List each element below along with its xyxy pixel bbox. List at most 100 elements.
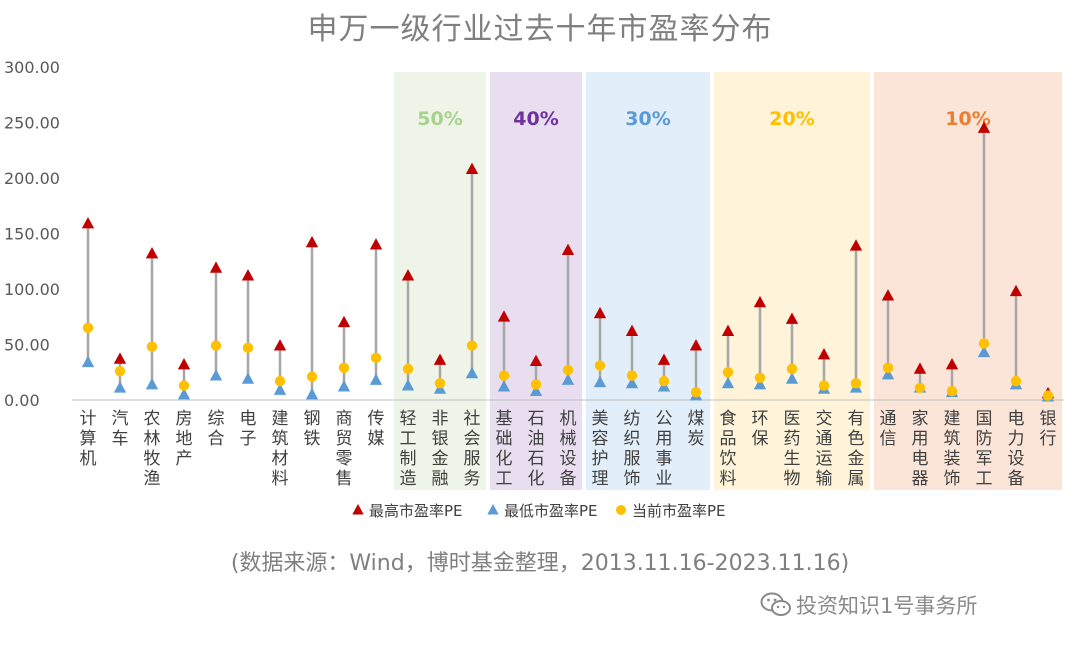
min-pe-marker — [177, 387, 191, 400]
x-category-label: 交通运输 — [816, 409, 833, 489]
band-label-1: 50% — [417, 108, 462, 130]
current-pe-marker — [882, 362, 894, 374]
max-pe-marker — [657, 353, 671, 365]
current-pe-marker — [114, 365, 126, 377]
x-category-label: 钢铁 — [304, 409, 321, 449]
min-pe-marker — [273, 383, 287, 395]
wechat-icon — [760, 592, 791, 616]
x-category-label: 银行 — [1040, 409, 1057, 449]
max-pe-marker — [977, 121, 991, 133]
max-pe-marker — [593, 306, 607, 319]
current-pe-marker — [946, 385, 958, 397]
pe-distribution-chart: 50% 40% 30% 20% 10% 0.00 50.00 100.00 150.00 200.… — [4, 58, 1064, 520]
x-category-label: 纺织服饰 — [624, 409, 641, 489]
x-category-label: 农林牧渔 — [144, 409, 161, 489]
current-pe-marker — [306, 371, 318, 382]
max-pe-marker — [81, 217, 95, 229]
current-pe-marker — [722, 367, 734, 378]
max-pe-marker — [401, 269, 415, 281]
max-pe-marker — [209, 261, 223, 273]
x-category-label: 电力设备 — [1008, 409, 1025, 489]
max-pe-marker — [785, 312, 799, 324]
min-pe-marker — [209, 369, 223, 381]
band-2 — [490, 72, 582, 490]
x-category-label: 家用电器 — [912, 409, 929, 489]
x-category-label: 综合 — [208, 409, 225, 449]
x-category-label: 电子 — [240, 409, 257, 449]
legend-label-3: 当前市盈率PE — [632, 502, 726, 520]
band-label-3: 30% — [625, 108, 670, 130]
band-5 — [874, 72, 1062, 490]
current-pe-marker — [786, 363, 798, 375]
x-category-label: 有色金属 — [848, 409, 865, 489]
current-pe-marker — [594, 360, 606, 371]
min-pe-marker — [81, 355, 95, 368]
x-category-label: 通信 — [880, 409, 897, 449]
data-source-note: (数据来源：Wind，博时基金整理，2013.11.16-2023.11.16) — [230, 551, 850, 576]
current-pe-marker — [274, 375, 286, 387]
x-category-label: 轻工制造 — [400, 409, 417, 489]
x-category-label: 环保 — [752, 409, 769, 449]
min-pe-marker — [721, 376, 735, 389]
watermark: 投资知识1号事务所 — [760, 588, 1060, 624]
max-pe-marker — [817, 347, 831, 360]
y-tick-label: 50.00 — [4, 336, 50, 355]
x-category-label: 美容护理 — [592, 409, 609, 489]
min-pe-marker — [369, 373, 383, 385]
min-pe-marker — [753, 377, 767, 390]
current-pe-marker — [530, 379, 542, 390]
legend-marker-1 — [352, 504, 364, 515]
max-pe-marker — [113, 352, 127, 364]
band-label-2: 40% — [513, 108, 558, 130]
max-pe-marker — [465, 162, 479, 174]
current-pe-marker — [402, 363, 414, 375]
max-pe-marker — [625, 324, 639, 337]
y-tick-label: 250.00 — [4, 114, 60, 133]
max-pe-marker — [913, 362, 927, 374]
current-pe-marker — [850, 378, 862, 389]
min-pe-marker — [881, 367, 895, 380]
x-category-label: 国防军工 — [976, 409, 993, 489]
current-pe-marker — [978, 338, 990, 349]
min-pe-marker — [625, 376, 639, 389]
max-pe-marker — [433, 353, 447, 365]
current-pe-marker — [178, 380, 190, 391]
x-category-label: 基础化工 — [496, 409, 513, 489]
y-tick-label: 0.00 — [4, 391, 40, 410]
x-category-label: 传媒 — [368, 409, 385, 449]
current-pe-marker — [434, 378, 446, 389]
min-pe-marker — [401, 379, 415, 391]
min-pe-marker — [593, 375, 607, 388]
max-pe-marker — [689, 339, 703, 351]
x-category-label: 食品饮料 — [720, 409, 737, 489]
y-tick-label: 150.00 — [4, 225, 60, 244]
x-category-label: 建筑材料 — [272, 409, 289, 489]
current-pe-marker — [658, 375, 670, 387]
legend-label-1: 最高市盈率PE — [369, 502, 463, 520]
x-category-label: 汽车 — [112, 409, 129, 449]
current-pe-marker — [146, 341, 158, 352]
y-tick-label: 100.00 — [4, 280, 60, 299]
current-pe-marker — [210, 340, 222, 351]
current-pe-marker — [754, 372, 766, 383]
current-pe-marker — [818, 380, 830, 391]
y-tick-label: 300.00 — [4, 58, 60, 77]
current-pe-marker — [370, 352, 382, 364]
max-pe-marker — [177, 357, 191, 370]
legend-label-2: 最低市盈率PE — [504, 502, 598, 520]
min-pe-marker — [337, 380, 351, 392]
current-pe-marker — [1042, 390, 1054, 401]
min-pe-marker — [241, 372, 255, 384]
legend-marker-2 — [487, 504, 499, 515]
max-pe-marker — [721, 324, 735, 337]
min-pe-marker — [465, 366, 479, 379]
max-pe-marker — [497, 310, 511, 322]
x-category-label: 公用事业 — [656, 409, 673, 489]
current-pe-marker — [242, 342, 254, 354]
max-pe-marker — [945, 357, 959, 370]
band-1 — [394, 72, 486, 490]
min-pe-marker — [785, 372, 799, 384]
max-pe-marker — [145, 246, 159, 259]
legend-marker-3 — [616, 505, 626, 515]
max-pe-marker — [753, 295, 767, 308]
